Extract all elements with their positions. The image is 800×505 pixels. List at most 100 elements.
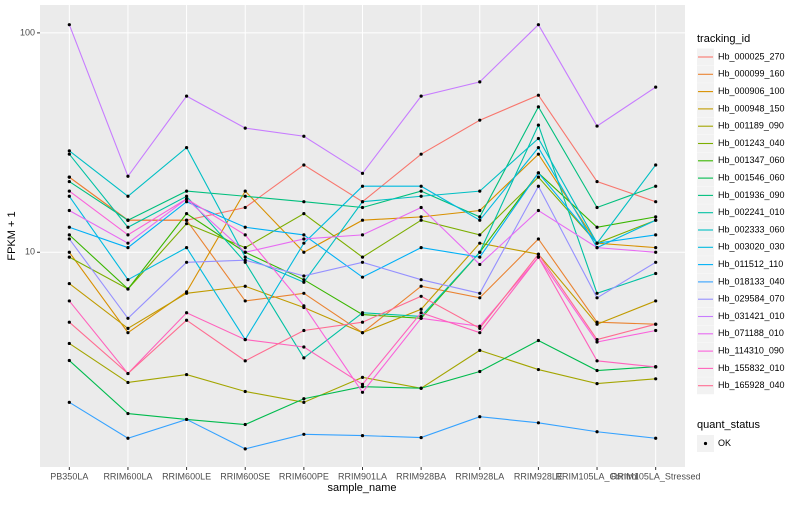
data-point — [67, 208, 71, 213]
data-point — [302, 278, 306, 282]
data-point — [654, 271, 658, 276]
legend-label: Hb_011512_110 — [718, 259, 783, 269]
data-point — [243, 422, 247, 427]
data-point — [126, 218, 130, 222]
data-point — [654, 436, 658, 440]
data-point — [536, 338, 541, 343]
data-point — [536, 136, 541, 141]
legend-label: Hb_001189_090 — [718, 121, 784, 131]
data-point — [360, 382, 365, 386]
data-point — [243, 389, 247, 394]
legend-label: Hb_029584_070 — [718, 294, 785, 304]
data-point — [126, 287, 130, 291]
data-point — [536, 184, 541, 188]
data-point — [419, 311, 423, 315]
x-tick-label: PB350LA — [50, 471, 88, 481]
data-point — [302, 400, 306, 404]
data-point — [360, 200, 365, 204]
data-point — [360, 184, 365, 188]
legend-label: Hb_031421_010 — [718, 311, 785, 321]
data-point — [126, 326, 130, 330]
data-point — [360, 233, 365, 237]
data-point — [126, 174, 130, 178]
data-point — [654, 215, 658, 219]
data-point — [419, 278, 423, 282]
data-point — [419, 152, 423, 156]
data-point — [478, 189, 482, 193]
x-tick-label: RRIM928BA — [396, 471, 446, 481]
data-point — [654, 85, 658, 89]
data-point — [478, 369, 482, 374]
data-point — [243, 255, 247, 259]
data-point — [126, 241, 130, 245]
data-point — [243, 126, 247, 130]
data-point — [184, 311, 189, 315]
data-point — [654, 322, 658, 326]
x-tick-label: RRIM600SE — [220, 471, 270, 481]
data-point — [536, 93, 541, 97]
data-point — [67, 233, 71, 237]
data-point — [67, 23, 71, 27]
data-point — [243, 359, 247, 363]
legend-title: quant_status — [697, 419, 760, 431]
data-point — [184, 194, 189, 198]
data-point — [184, 417, 189, 422]
data-point — [536, 23, 541, 27]
legend-point — [703, 441, 708, 446]
data-point — [536, 105, 541, 109]
data-point — [360, 375, 365, 379]
data-point — [595, 430, 599, 434]
data-point — [595, 124, 599, 128]
data-point — [67, 149, 71, 153]
data-point — [184, 291, 189, 295]
data-point — [360, 255, 365, 259]
data-point — [67, 237, 71, 241]
data-point — [419, 307, 423, 311]
data-point — [67, 250, 71, 254]
data-point — [126, 233, 130, 237]
data-point — [595, 225, 599, 229]
data-point — [478, 80, 482, 84]
x-tick-label: RRIM105LA_Control — [556, 471, 639, 481]
data-point — [419, 215, 423, 219]
data-point — [126, 246, 130, 250]
data-point — [243, 205, 247, 210]
data-point — [654, 163, 658, 167]
data-point — [184, 246, 189, 250]
data-point — [67, 320, 71, 324]
data-point — [302, 345, 306, 349]
data-point — [302, 274, 306, 278]
data-point — [243, 299, 247, 303]
legend-label: Hb_000025_270 — [718, 51, 785, 61]
legend-label: Hb_000906_100 — [718, 86, 785, 96]
data-point — [478, 296, 482, 300]
x-tick-label: RRIM600LE — [162, 471, 211, 481]
data-point — [302, 432, 306, 436]
data-point — [360, 218, 365, 222]
data-point — [478, 241, 482, 245]
data-point — [360, 311, 365, 315]
data-point — [654, 365, 658, 369]
data-point — [67, 358, 71, 363]
data-point — [478, 331, 482, 335]
data-point — [126, 225, 130, 229]
data-point — [654, 377, 658, 381]
data-point — [478, 233, 482, 237]
legend-label: Hb_114310_090 — [718, 345, 784, 355]
data-point — [360, 275, 365, 279]
data-point — [184, 222, 189, 226]
data-point — [536, 208, 541, 213]
data-point — [126, 380, 130, 385]
legend-label: Hb_000099_160 — [718, 69, 785, 79]
legend-label: Hb_003020_030 — [718, 242, 785, 252]
data-point — [654, 184, 658, 188]
x-tick-label: RRIM928LA — [455, 471, 504, 481]
data-point — [654, 200, 658, 204]
data-point — [536, 123, 541, 127]
data-point — [595, 340, 599, 344]
data-point — [536, 255, 541, 259]
x-tick-label: RRIM901LA — [338, 471, 387, 481]
data-point — [360, 205, 365, 210]
data-point — [67, 281, 71, 286]
